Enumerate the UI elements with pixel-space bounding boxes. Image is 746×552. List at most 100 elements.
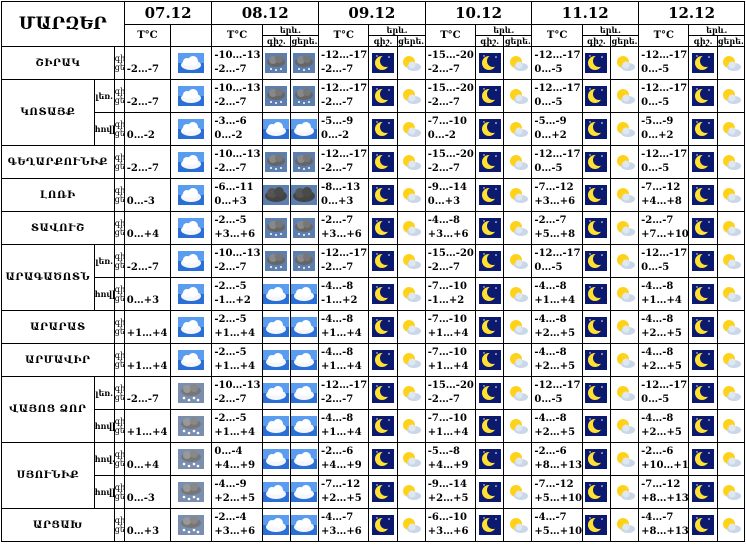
night-temp bbox=[127, 445, 170, 459]
region-name: ԳԵՂԱՐՔՈՒՆԻՔ bbox=[1, 145, 115, 179]
date-6: 12.12 bbox=[638, 1, 745, 25]
night-temp: -4…-8 bbox=[321, 281, 354, 292]
table-row: ԳԵՂԱՐՔՈՒՆԻՔգիշ.ցեր. -2…-7-10…-13-2…-7-12… bbox=[1, 145, 746, 179]
regions-header: ՄԱՐԶԵՐ bbox=[1, 1, 125, 47]
night-temp: -7…-12 bbox=[641, 182, 681, 193]
overcast-icon bbox=[289, 145, 320, 179]
overcast-icon bbox=[289, 79, 320, 113]
night-temp: -7…-12 bbox=[321, 479, 361, 490]
sun-icon bbox=[716, 442, 746, 476]
period-labels: գիշ.ցեր. bbox=[113, 211, 125, 245]
dark-icon bbox=[261, 178, 291, 212]
night-temp: -12…-17 bbox=[641, 50, 688, 61]
day-temp: 0…+3 bbox=[321, 196, 354, 207]
temp-value: -10…-13 -2…-7 bbox=[211, 244, 263, 278]
night-temp: -2…-5 bbox=[214, 314, 247, 325]
temp-value: 0…-4 +4…+9 bbox=[211, 442, 263, 476]
temp-value: +1…+4 bbox=[123, 409, 172, 443]
temp-value: -15…-20 -2…-7 bbox=[424, 79, 477, 113]
night-temp: -12…-17 bbox=[641, 83, 688, 94]
temp-value: -4…-8 +2…+5 bbox=[638, 343, 690, 377]
night-temp: -10…-13 bbox=[214, 380, 261, 391]
night-period-label: գիշ. bbox=[114, 384, 123, 393]
night-temp: -12…-17 bbox=[534, 380, 581, 391]
sun-icon bbox=[609, 442, 640, 476]
moon-icon bbox=[581, 178, 611, 212]
day-temp: +5…+8 bbox=[534, 229, 576, 240]
day-temp: 0…+3 bbox=[427, 196, 461, 207]
night-temp: -12…-17 bbox=[321, 380, 368, 391]
cloud-icon bbox=[170, 277, 213, 311]
temp-label: T°C bbox=[424, 24, 477, 47]
sun-icon bbox=[609, 310, 640, 344]
temp-value: -12…-17 -2…-7 bbox=[318, 244, 370, 278]
cloud-icon bbox=[261, 343, 291, 377]
day-temp: 0…+3 bbox=[126, 526, 160, 537]
temp-value: -4…-8 -1…+2 bbox=[318, 277, 370, 311]
cloud-icon bbox=[261, 310, 291, 344]
region-name: ՍՅՈՒՆԻՔ bbox=[1, 442, 95, 509]
night-temp: -4…-7 bbox=[534, 512, 567, 523]
sun-icon bbox=[396, 310, 426, 344]
day-temp: +2…+5 bbox=[641, 328, 682, 339]
night-temp: -15…-20 bbox=[427, 83, 474, 94]
moon-icon bbox=[475, 409, 505, 443]
night-temp: -4…-8 bbox=[641, 347, 674, 358]
temp-value: -15…-20 -2…-7 bbox=[424, 145, 477, 179]
temp-value: -4…-8 +2…+5 bbox=[638, 310, 690, 344]
ds-label: երև. bbox=[688, 24, 745, 36]
sun-icon bbox=[396, 79, 426, 113]
moon-icon bbox=[688, 145, 718, 179]
temp-value: -12…-17 -2…-7 bbox=[318, 46, 370, 80]
day-temp: 0…-5 bbox=[534, 262, 563, 273]
night-temp: -12…-17 bbox=[321, 248, 368, 259]
moon-icon bbox=[581, 376, 611, 410]
region-sub: հով. bbox=[93, 442, 115, 476]
night-label: գիշ. bbox=[475, 35, 505, 47]
night-temp: -4…-8 bbox=[534, 413, 567, 424]
night-temp: -4…-8 bbox=[641, 314, 674, 325]
temp-value: -7…-12 +2…+5 bbox=[318, 475, 370, 509]
night-temp bbox=[127, 148, 170, 162]
moon-icon bbox=[688, 508, 718, 542]
temp-value: -10…-13 -2…-7 bbox=[211, 376, 263, 410]
table-header: ՄԱՐԶԵՐ 07.12 08.12 09.12 10.12 11.12 12.… bbox=[1, 1, 746, 47]
temp-value: 0…-2 bbox=[123, 112, 172, 146]
sun-icon bbox=[503, 343, 533, 377]
temp-value: -4…-9 +2…+5 bbox=[211, 475, 263, 509]
night-temp: -7…-10 bbox=[427, 116, 467, 127]
moon-icon bbox=[581, 409, 611, 443]
overcast-icon bbox=[289, 244, 320, 278]
day-temp: +1…+4 bbox=[214, 427, 256, 438]
cloud-icon bbox=[170, 79, 213, 113]
temp-value: -2…-6 +8…+13 bbox=[531, 442, 583, 476]
night-temp: -4…-7 bbox=[321, 512, 354, 523]
temp-value: -12…-17 0…-5 bbox=[531, 46, 583, 80]
temp-value: -10…-13 -2…-7 bbox=[211, 46, 263, 80]
sun-icon bbox=[716, 310, 746, 344]
sun-icon bbox=[716, 277, 746, 311]
night-period-label: գիշ. bbox=[114, 219, 123, 228]
cloud-icon bbox=[289, 508, 320, 542]
day-temp: +2…+5 bbox=[641, 427, 682, 438]
temp-value: -6…-10 +3…+6 bbox=[424, 508, 477, 542]
temp-value: -12…-17 -2…-7 bbox=[318, 145, 370, 179]
moon-icon bbox=[688, 178, 718, 212]
sun-icon bbox=[503, 508, 533, 542]
moon-icon bbox=[368, 79, 398, 113]
moon-icon bbox=[688, 46, 718, 80]
night-temp: -12…-17 bbox=[534, 50, 581, 61]
table-row: ԼՈՌԻգիշ.ցեր. 0…-3-6…-110…+3-8…-130…+3-9…… bbox=[1, 178, 746, 212]
sun-icon bbox=[396, 244, 426, 278]
moon-icon bbox=[581, 145, 611, 179]
region-sub: հովիտ bbox=[93, 475, 115, 509]
temp-value: -2…-7 +3…+6 bbox=[318, 211, 370, 245]
night-temp: -15…-20 bbox=[427, 248, 474, 259]
night-temp: -4…-7 bbox=[641, 512, 674, 523]
period-labels: գիշ.ցեր. bbox=[113, 244, 125, 278]
day-temp: +7…+10 bbox=[641, 229, 689, 240]
day-temp: 0…-3 bbox=[126, 196, 155, 207]
temp-value: 0…-3 bbox=[123, 475, 172, 509]
overcast-icon bbox=[261, 145, 291, 179]
